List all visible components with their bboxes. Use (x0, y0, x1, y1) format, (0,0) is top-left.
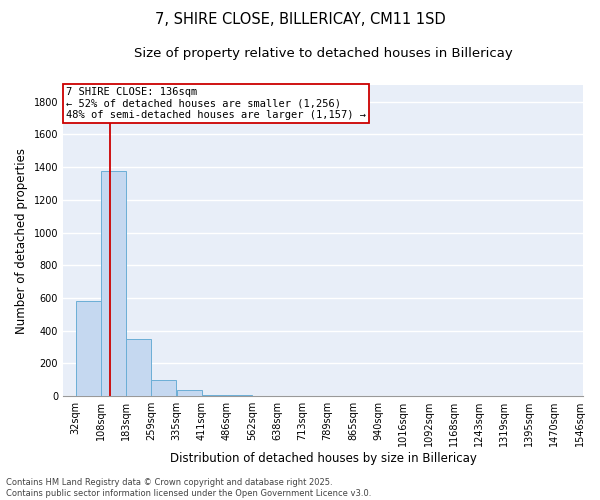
Text: 7, SHIRE CLOSE, BILLERICAY, CM11 1SD: 7, SHIRE CLOSE, BILLERICAY, CM11 1SD (155, 12, 445, 28)
Text: Contains HM Land Registry data © Crown copyright and database right 2025.
Contai: Contains HM Land Registry data © Crown c… (6, 478, 371, 498)
Bar (151, 380, 176, 396)
Bar (76, 302, 101, 396)
Bar (177, 390, 202, 396)
Bar (202, 394, 227, 396)
Title: Size of property relative to detached houses in Billericay: Size of property relative to detached ho… (134, 48, 512, 60)
X-axis label: Distribution of detached houses by size in Billericay: Distribution of detached houses by size … (170, 452, 476, 465)
Y-axis label: Number of detached properties: Number of detached properties (15, 148, 28, 334)
Bar (126, 339, 151, 396)
Text: 7 SHIRE CLOSE: 136sqm
← 52% of detached houses are smaller (1,256)
48% of semi-d: 7 SHIRE CLOSE: 136sqm ← 52% of detached … (65, 87, 365, 120)
Bar (101, 171, 126, 396)
